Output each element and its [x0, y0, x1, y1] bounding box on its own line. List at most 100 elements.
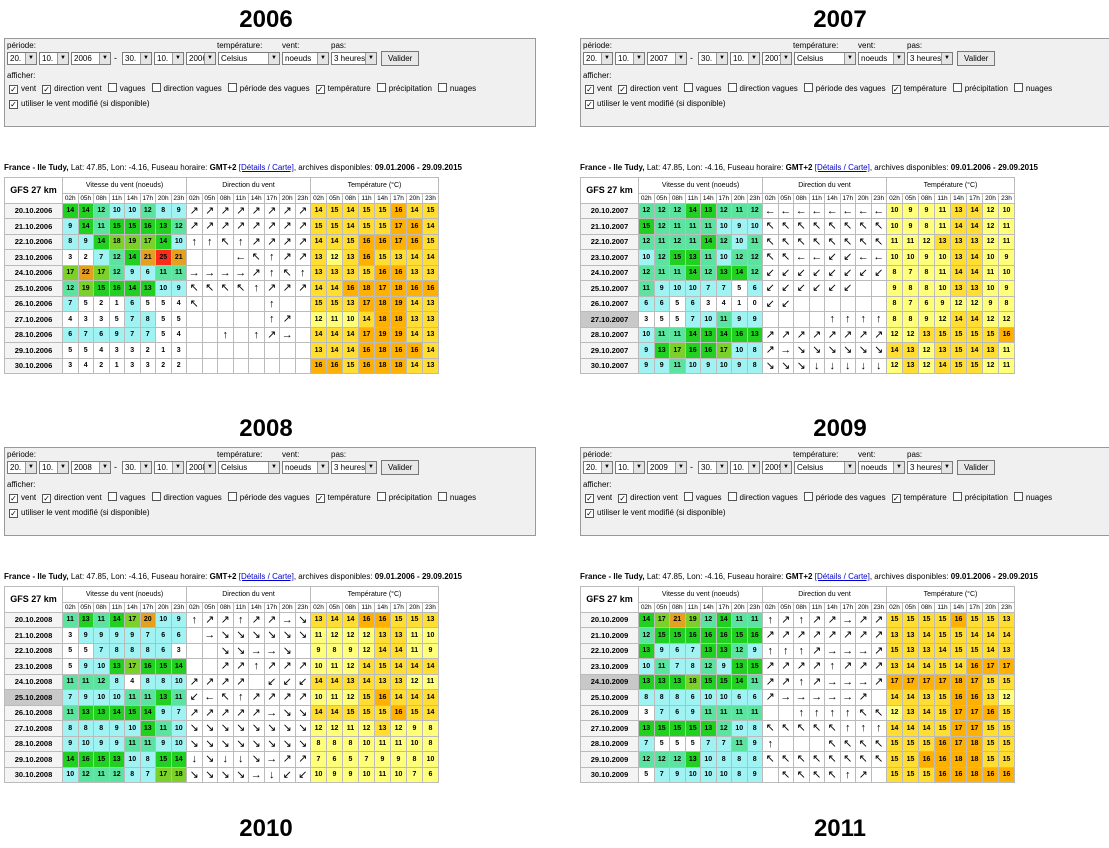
day-from-select[interactable]: 20. ▼ — [583, 461, 613, 474]
year-to-select[interactable]: 2007 ▼ — [762, 52, 792, 65]
month-from-select[interactable]: 10. ▼ — [615, 52, 645, 65]
chevron-down-icon[interactable]: ▼ — [172, 462, 183, 473]
chevron-down-icon[interactable]: ▼ — [716, 462, 727, 473]
chevron-down-icon[interactable]: ▼ — [25, 462, 36, 473]
checkbox-2[interactable]: ✓ — [42, 85, 52, 94]
chevron-down-icon[interactable]: ▼ — [317, 462, 328, 473]
year-from-select[interactable]: 2009 ▼ — [647, 461, 687, 474]
chevron-down-icon[interactable]: ▼ — [25, 53, 36, 64]
chevron-down-icon[interactable]: ▼ — [365, 462, 376, 473]
year-to-select[interactable]: 2006 ▼ — [186, 52, 216, 65]
chevron-down-icon[interactable]: ▼ — [140, 53, 151, 64]
checkbox-2[interactable]: ✓ — [42, 494, 52, 503]
chevron-down-icon[interactable]: ▼ — [780, 53, 791, 64]
checkbox-3[interactable] — [107, 492, 117, 501]
day-to-select[interactable]: 30. ▼ — [698, 461, 728, 474]
checkbox-5[interactable] — [803, 83, 813, 92]
chevron-down-icon[interactable]: ▼ — [893, 462, 904, 473]
checkbox-4[interactable] — [151, 83, 161, 92]
month-from-select[interactable]: 10. ▼ — [39, 52, 69, 65]
chevron-down-icon[interactable]: ▼ — [675, 462, 686, 473]
details-link[interactable]: [Détails / Carte] — [238, 163, 294, 172]
checkbox-3[interactable] — [107, 83, 117, 92]
year-from-select[interactable]: 2006 ▼ — [71, 52, 111, 65]
chevron-down-icon[interactable]: ▼ — [893, 53, 904, 64]
wind-unit-select[interactable]: noeuds ▼ — [282, 52, 329, 65]
day-to-select[interactable]: 30. ▼ — [698, 52, 728, 65]
details-link[interactable]: [Détails / Carte] — [814, 163, 870, 172]
chevron-down-icon[interactable]: ▼ — [204, 462, 215, 473]
valider-button[interactable]: Valider — [957, 51, 996, 66]
day-from-select[interactable]: 20. ▼ — [583, 52, 613, 65]
temperature-unit-select[interactable]: Celsius ▼ — [218, 52, 280, 65]
chevron-down-icon[interactable]: ▼ — [140, 462, 151, 473]
chevron-down-icon[interactable]: ▼ — [317, 53, 328, 64]
day-from-select[interactable]: 20. ▼ — [7, 461, 37, 474]
chevron-down-icon[interactable]: ▼ — [268, 462, 279, 473]
checkbox-4[interactable] — [151, 492, 161, 501]
checkbox-2[interactable]: ✓ — [618, 85, 628, 94]
chevron-down-icon[interactable]: ▼ — [601, 53, 612, 64]
chevron-down-icon[interactable]: ▼ — [844, 53, 855, 64]
month-to-select[interactable]: 10. ▼ — [154, 52, 184, 65]
checkbox-1[interactable]: ✓ — [585, 85, 594, 94]
chevron-down-icon[interactable]: ▼ — [57, 462, 68, 473]
step-select[interactable]: 3 heures ▼ — [907, 52, 953, 65]
checkbox-7[interactable] — [376, 492, 386, 501]
modified-wind-checkbox[interactable]: ✓ — [585, 509, 594, 518]
checkbox-8[interactable] — [1013, 83, 1023, 92]
year-from-select[interactable]: 2008 ▼ — [71, 461, 111, 474]
modified-wind-checkbox[interactable]: ✓ — [9, 509, 18, 518]
chevron-down-icon[interactable]: ▼ — [941, 462, 952, 473]
chevron-down-icon[interactable]: ▼ — [268, 53, 279, 64]
checkbox-7[interactable] — [952, 492, 962, 501]
month-from-select[interactable]: 10. ▼ — [39, 461, 69, 474]
checkbox-5[interactable] — [227, 83, 237, 92]
chevron-down-icon[interactable]: ▼ — [633, 462, 644, 473]
checkbox-4[interactable] — [727, 492, 737, 501]
checkbox-6[interactable]: ✓ — [891, 494, 901, 503]
checkbox-7[interactable] — [952, 83, 962, 92]
checkbox-6[interactable]: ✓ — [315, 494, 325, 503]
valider-button[interactable]: Valider — [381, 51, 420, 66]
checkbox-1[interactable]: ✓ — [9, 85, 18, 94]
checkbox-1[interactable]: ✓ — [585, 494, 594, 503]
checkbox-8[interactable] — [437, 492, 447, 501]
checkbox-8[interactable] — [1013, 492, 1023, 501]
checkbox-7[interactable] — [376, 83, 386, 92]
chevron-down-icon[interactable]: ▼ — [99, 53, 110, 64]
chevron-down-icon[interactable]: ▼ — [57, 53, 68, 64]
chevron-down-icon[interactable]: ▼ — [748, 462, 759, 473]
temperature-unit-select[interactable]: Celsius ▼ — [218, 461, 280, 474]
step-select[interactable]: 3 heures ▼ — [331, 461, 377, 474]
checkbox-8[interactable] — [437, 83, 447, 92]
step-select[interactable]: 3 heures ▼ — [907, 461, 953, 474]
chevron-down-icon[interactable]: ▼ — [633, 53, 644, 64]
modified-wind-checkbox[interactable]: ✓ — [9, 100, 18, 109]
year-from-select[interactable]: 2007 ▼ — [647, 52, 687, 65]
temperature-unit-select[interactable]: Celsius ▼ — [794, 461, 856, 474]
chevron-down-icon[interactable]: ▼ — [99, 462, 110, 473]
wind-unit-select[interactable]: noeuds ▼ — [858, 52, 905, 65]
step-select[interactable]: 3 heures ▼ — [331, 52, 377, 65]
month-from-select[interactable]: 10. ▼ — [615, 461, 645, 474]
checkbox-4[interactable] — [727, 83, 737, 92]
checkbox-2[interactable]: ✓ — [618, 494, 628, 503]
chevron-down-icon[interactable]: ▼ — [601, 462, 612, 473]
chevron-down-icon[interactable]: ▼ — [748, 53, 759, 64]
modified-wind-checkbox[interactable]: ✓ — [585, 100, 594, 109]
checkbox-6[interactable]: ✓ — [315, 85, 325, 94]
checkbox-3[interactable] — [683, 492, 693, 501]
day-to-select[interactable]: 30. ▼ — [122, 461, 152, 474]
chevron-down-icon[interactable]: ▼ — [716, 53, 727, 64]
wind-unit-select[interactable]: noeuds ▼ — [282, 461, 329, 474]
year-to-select[interactable]: 2009 ▼ — [762, 461, 792, 474]
checkbox-5[interactable] — [803, 492, 813, 501]
chevron-down-icon[interactable]: ▼ — [172, 53, 183, 64]
chevron-down-icon[interactable]: ▼ — [844, 462, 855, 473]
checkbox-1[interactable]: ✓ — [9, 494, 18, 503]
chevron-down-icon[interactable]: ▼ — [204, 53, 215, 64]
month-to-select[interactable]: 10. ▼ — [730, 52, 760, 65]
chevron-down-icon[interactable]: ▼ — [675, 53, 686, 64]
chevron-down-icon[interactable]: ▼ — [365, 53, 376, 64]
